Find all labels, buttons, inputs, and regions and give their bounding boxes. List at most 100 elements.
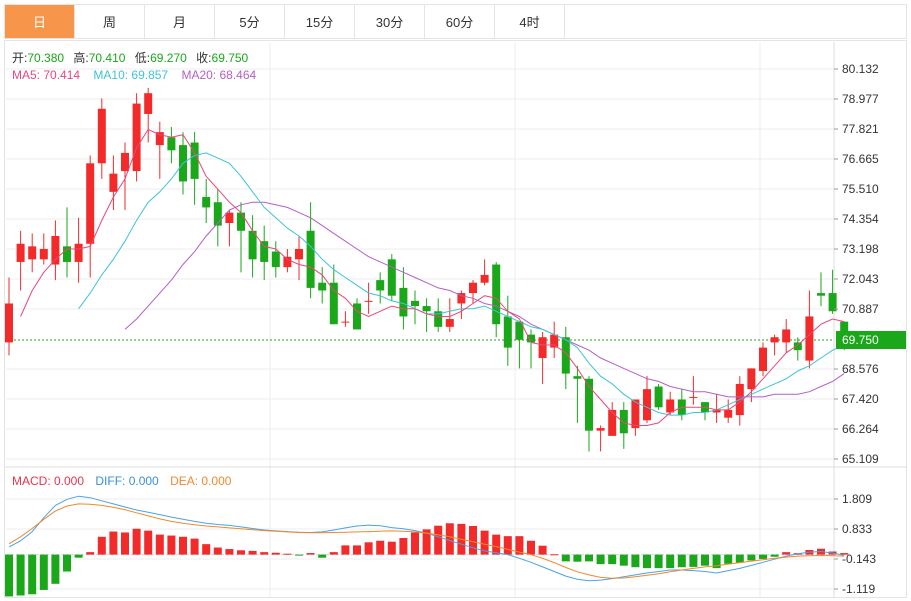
- macd-bar: [619, 554, 628, 566]
- tab-60min[interactable]: 60分: [425, 5, 495, 38]
- tab-5min[interactable]: 5分: [215, 5, 285, 38]
- candle-body: [306, 230, 315, 288]
- candle-body: [341, 321, 350, 323]
- candle-body: [747, 368, 756, 390]
- macd-bar: [538, 545, 547, 555]
- candle-body: [295, 248, 303, 260]
- candle-body: [527, 334, 535, 343]
- price-tick-label: 74.354: [842, 212, 879, 226]
- macd-bar: [422, 529, 431, 555]
- price-tick-label: 67.420: [842, 392, 879, 406]
- tab-day[interactable]: 日: [5, 5, 75, 38]
- candle-body: [782, 329, 791, 343]
- macd-bar: [63, 554, 71, 572]
- price-tick-label: 65.109: [842, 452, 879, 466]
- candle-body: [132, 103, 141, 172]
- candle-body: [97, 108, 106, 164]
- candle-body: [121, 152, 129, 172]
- candle-body: [167, 137, 176, 151]
- candle-body: [643, 389, 651, 421]
- diff-label: DIFF:: [95, 474, 128, 488]
- price-tick-label: 78.977: [842, 92, 879, 106]
- macd-bar: [144, 530, 153, 555]
- macd-bar: [735, 554, 744, 563]
- macd-bar: [179, 536, 187, 555]
- macd-bar: [434, 525, 443, 555]
- macd-bar: [561, 554, 570, 562]
- macd-bar: [260, 552, 269, 555]
- macd-bar: [654, 554, 663, 569]
- macd-bar: [677, 554, 686, 568]
- candle-body: [28, 246, 37, 260]
- ma20-label: MA20:: [181, 68, 219, 82]
- tab-15min[interactable]: 15分: [285, 5, 355, 38]
- macd-tick-label: -1.119: [842, 582, 875, 596]
- macd-bar: [492, 534, 501, 555]
- candle-body: [202, 197, 211, 208]
- macd-bar: [770, 554, 779, 557]
- candle-body: [619, 409, 628, 434]
- macd-bar: [550, 554, 559, 556]
- macd-bar: [341, 545, 350, 555]
- candle-body: [364, 300, 373, 302]
- macd-bar: [759, 554, 767, 559]
- candle-body: [213, 202, 222, 226]
- candle-body: [596, 428, 605, 431]
- macd-bar: [643, 554, 651, 569]
- macd-bar: [271, 552, 280, 555]
- period-tabs: 日 周 月 5分 15分 30分 60分 4时: [4, 4, 907, 39]
- macd-bar: [5, 554, 13, 597]
- tab-30min[interactable]: 30分: [355, 5, 425, 38]
- macd-bar: [248, 550, 257, 555]
- candle-body: [573, 376, 582, 379]
- candle-body: [828, 293, 837, 312]
- ma10-value: 69.857: [131, 68, 168, 82]
- macd-bar: [782, 552, 791, 555]
- candle-body: [63, 246, 71, 262]
- candle-body: [109, 173, 118, 192]
- macd-bar: [283, 553, 292, 555]
- macd-bar: [202, 544, 211, 555]
- macd-bar: [51, 554, 60, 584]
- ma10-line: [78, 152, 845, 416]
- candle-body: [237, 212, 245, 231]
- price-tick-label: 75.510: [842, 182, 879, 196]
- candle-body: [666, 399, 675, 413]
- tab-week[interactable]: 周: [75, 5, 145, 38]
- price-axis: 80.132 78.977 77.821 76.665 75.510 74.354 73.1…: [834, 62, 879, 596]
- current-price-text: 69.750: [842, 333, 879, 347]
- macd-bar: [28, 554, 37, 595]
- macd-bar: [86, 552, 95, 555]
- macd-bar: [701, 554, 709, 566]
- macd-bar: [527, 540, 535, 555]
- candle-body: [608, 409, 617, 436]
- chart-frame: [4, 40, 907, 598]
- ma5-label: MA5:: [12, 68, 43, 82]
- macd-bar: [666, 554, 675, 569]
- macd-bar: [712, 554, 721, 569]
- candle-body: [155, 132, 164, 146]
- candle-body: [74, 243, 83, 262]
- tab-month[interactable]: 月: [145, 5, 215, 38]
- macd-bar: [132, 528, 141, 555]
- macd-value: 0.000: [54, 474, 84, 488]
- candle-body: [318, 282, 327, 291]
- macd-bar: [689, 554, 698, 567]
- macd-bar: [503, 536, 512, 555]
- macd-label: MACD:: [12, 474, 54, 488]
- candle-body: [550, 334, 559, 348]
- price-tick-label: 77.821: [842, 122, 879, 136]
- macd-bar: [16, 554, 25, 596]
- candle-body: [225, 212, 234, 223]
- candle-body: [503, 316, 512, 348]
- candle-series: [5, 88, 849, 452]
- macd-bar: [596, 554, 605, 565]
- candle-body: [515, 321, 524, 340]
- macd-bar: [376, 540, 385, 555]
- candle-body: [759, 347, 767, 371]
- macd-bar: [213, 547, 222, 555]
- candle-body: [411, 300, 419, 307]
- tab-4hour[interactable]: 4时: [495, 5, 565, 38]
- macd-bar: [121, 532, 129, 555]
